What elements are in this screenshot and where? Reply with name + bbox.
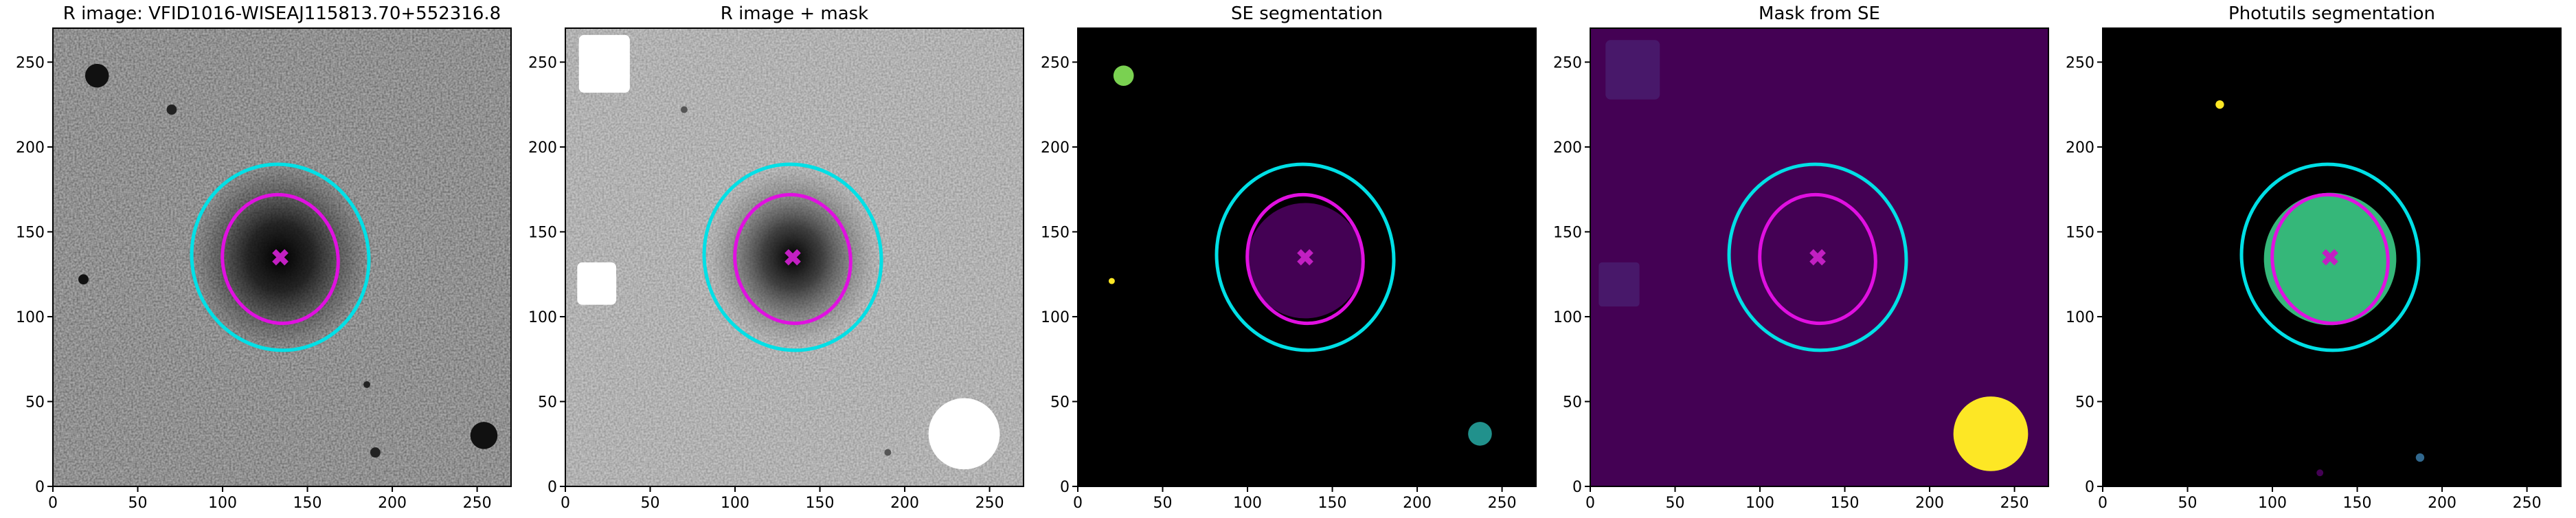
x-tick-label: 0 (2098, 495, 2108, 512)
aperture-ellipse (1214, 162, 1396, 352)
aperture-ellipse (1727, 162, 1908, 352)
y-tick-label: 100 (2066, 309, 2094, 326)
x-tick-label: 150 (1831, 495, 1860, 512)
aperture-ellipse (1245, 192, 1365, 326)
y-tick-label: 150 (1553, 224, 1582, 241)
y-tick-label: 100 (1041, 309, 1070, 326)
axes-frame (2102, 27, 2562, 487)
y-tick-label: 50 (1563, 394, 1582, 411)
aperture-ellipse (190, 162, 371, 352)
y-tick-label: 250 (1041, 54, 1070, 71)
y-tick-label: 150 (528, 224, 557, 241)
x-tick-label: 0 (561, 495, 570, 512)
x-tick-label: 0 (1585, 495, 1595, 512)
x-tick-label: 250 (2000, 495, 2029, 512)
y-tick-label: 50 (2075, 394, 2094, 411)
aperture-ellipse (1758, 192, 1877, 326)
x-tick-label: 100 (208, 495, 237, 512)
x-tick-label: 150 (1318, 495, 1347, 512)
center-marker (784, 249, 801, 266)
y-tick-label: 250 (1553, 54, 1582, 71)
x-tick-label: 0 (48, 495, 58, 512)
panel-title: R image: VFID1016-WISEAJ115813.70+552316… (63, 3, 501, 24)
center-marker (1809, 249, 1826, 266)
x-tick-label: 100 (721, 495, 749, 512)
aperture-ellipse (2239, 162, 2421, 352)
x-tick-label: 250 (463, 495, 492, 512)
y-tick-label: 200 (528, 139, 557, 157)
axes-frame (565, 27, 1024, 487)
x-tick-label: 250 (2513, 495, 2542, 512)
y-tick-label: 200 (1553, 139, 1582, 157)
x-tick-label: 150 (806, 495, 835, 512)
y-tick-label: 100 (1553, 309, 1582, 326)
aperture-ellipse (733, 192, 852, 326)
y-tick-label: 0 (35, 479, 45, 496)
x-tick-label: 200 (890, 495, 919, 512)
axes-frame (1590, 27, 2049, 487)
panel-title: SE segmentation (1231, 3, 1383, 24)
y-tick-label: 0 (2085, 479, 2094, 496)
x-tick-label: 50 (1153, 495, 1173, 512)
x-tick-label: 150 (293, 495, 322, 512)
panel-title: R image + mask (721, 3, 869, 24)
y-tick-label: 0 (547, 479, 557, 496)
x-tick-label: 0 (1073, 495, 1083, 512)
panel-title: Photutils segmentation (2228, 3, 2435, 24)
x-tick-label: 250 (1488, 495, 1517, 512)
y-tick-label: 150 (16, 224, 45, 241)
y-tick-label: 200 (1041, 139, 1070, 157)
y-tick-label: 50 (538, 394, 557, 411)
center-marker (2322, 249, 2338, 266)
axes-frame (52, 27, 512, 487)
y-tick-label: 150 (1041, 224, 1070, 241)
aperture-ellipse (221, 192, 340, 326)
y-tick-label: 50 (25, 394, 45, 411)
axes-frame (1077, 27, 1537, 487)
x-tick-label: 100 (1745, 495, 1774, 512)
x-tick-label: 200 (2428, 495, 2456, 512)
y-tick-label: 250 (528, 54, 557, 71)
x-tick-label: 250 (975, 495, 1004, 512)
x-tick-label: 200 (1403, 495, 1432, 512)
x-tick-label: 200 (1915, 495, 1944, 512)
y-tick-label: 50 (1050, 394, 1070, 411)
y-tick-label: 250 (2066, 54, 2094, 71)
x-tick-label: 100 (2258, 495, 2287, 512)
x-tick-label: 100 (1233, 495, 1262, 512)
y-tick-label: 200 (16, 139, 45, 157)
x-tick-label: 50 (641, 495, 660, 512)
y-tick-label: 200 (2066, 139, 2094, 157)
y-tick-label: 0 (1060, 479, 1070, 496)
center-marker (272, 249, 289, 266)
aperture-ellipse (2270, 192, 2390, 326)
y-tick-label: 100 (528, 309, 557, 326)
center-marker (1297, 249, 1313, 266)
x-tick-label: 200 (378, 495, 407, 512)
x-tick-label: 50 (1666, 495, 1685, 512)
x-tick-label: 150 (2343, 495, 2372, 512)
x-tick-label: 50 (128, 495, 148, 512)
x-tick-label: 50 (2178, 495, 2197, 512)
panel-title: Mask from SE (1759, 3, 1880, 24)
y-tick-label: 100 (16, 309, 45, 326)
aperture-ellipse (702, 162, 883, 352)
y-tick-label: 0 (1572, 479, 1582, 496)
y-tick-label: 150 (2066, 224, 2094, 241)
y-tick-label: 250 (16, 54, 45, 71)
